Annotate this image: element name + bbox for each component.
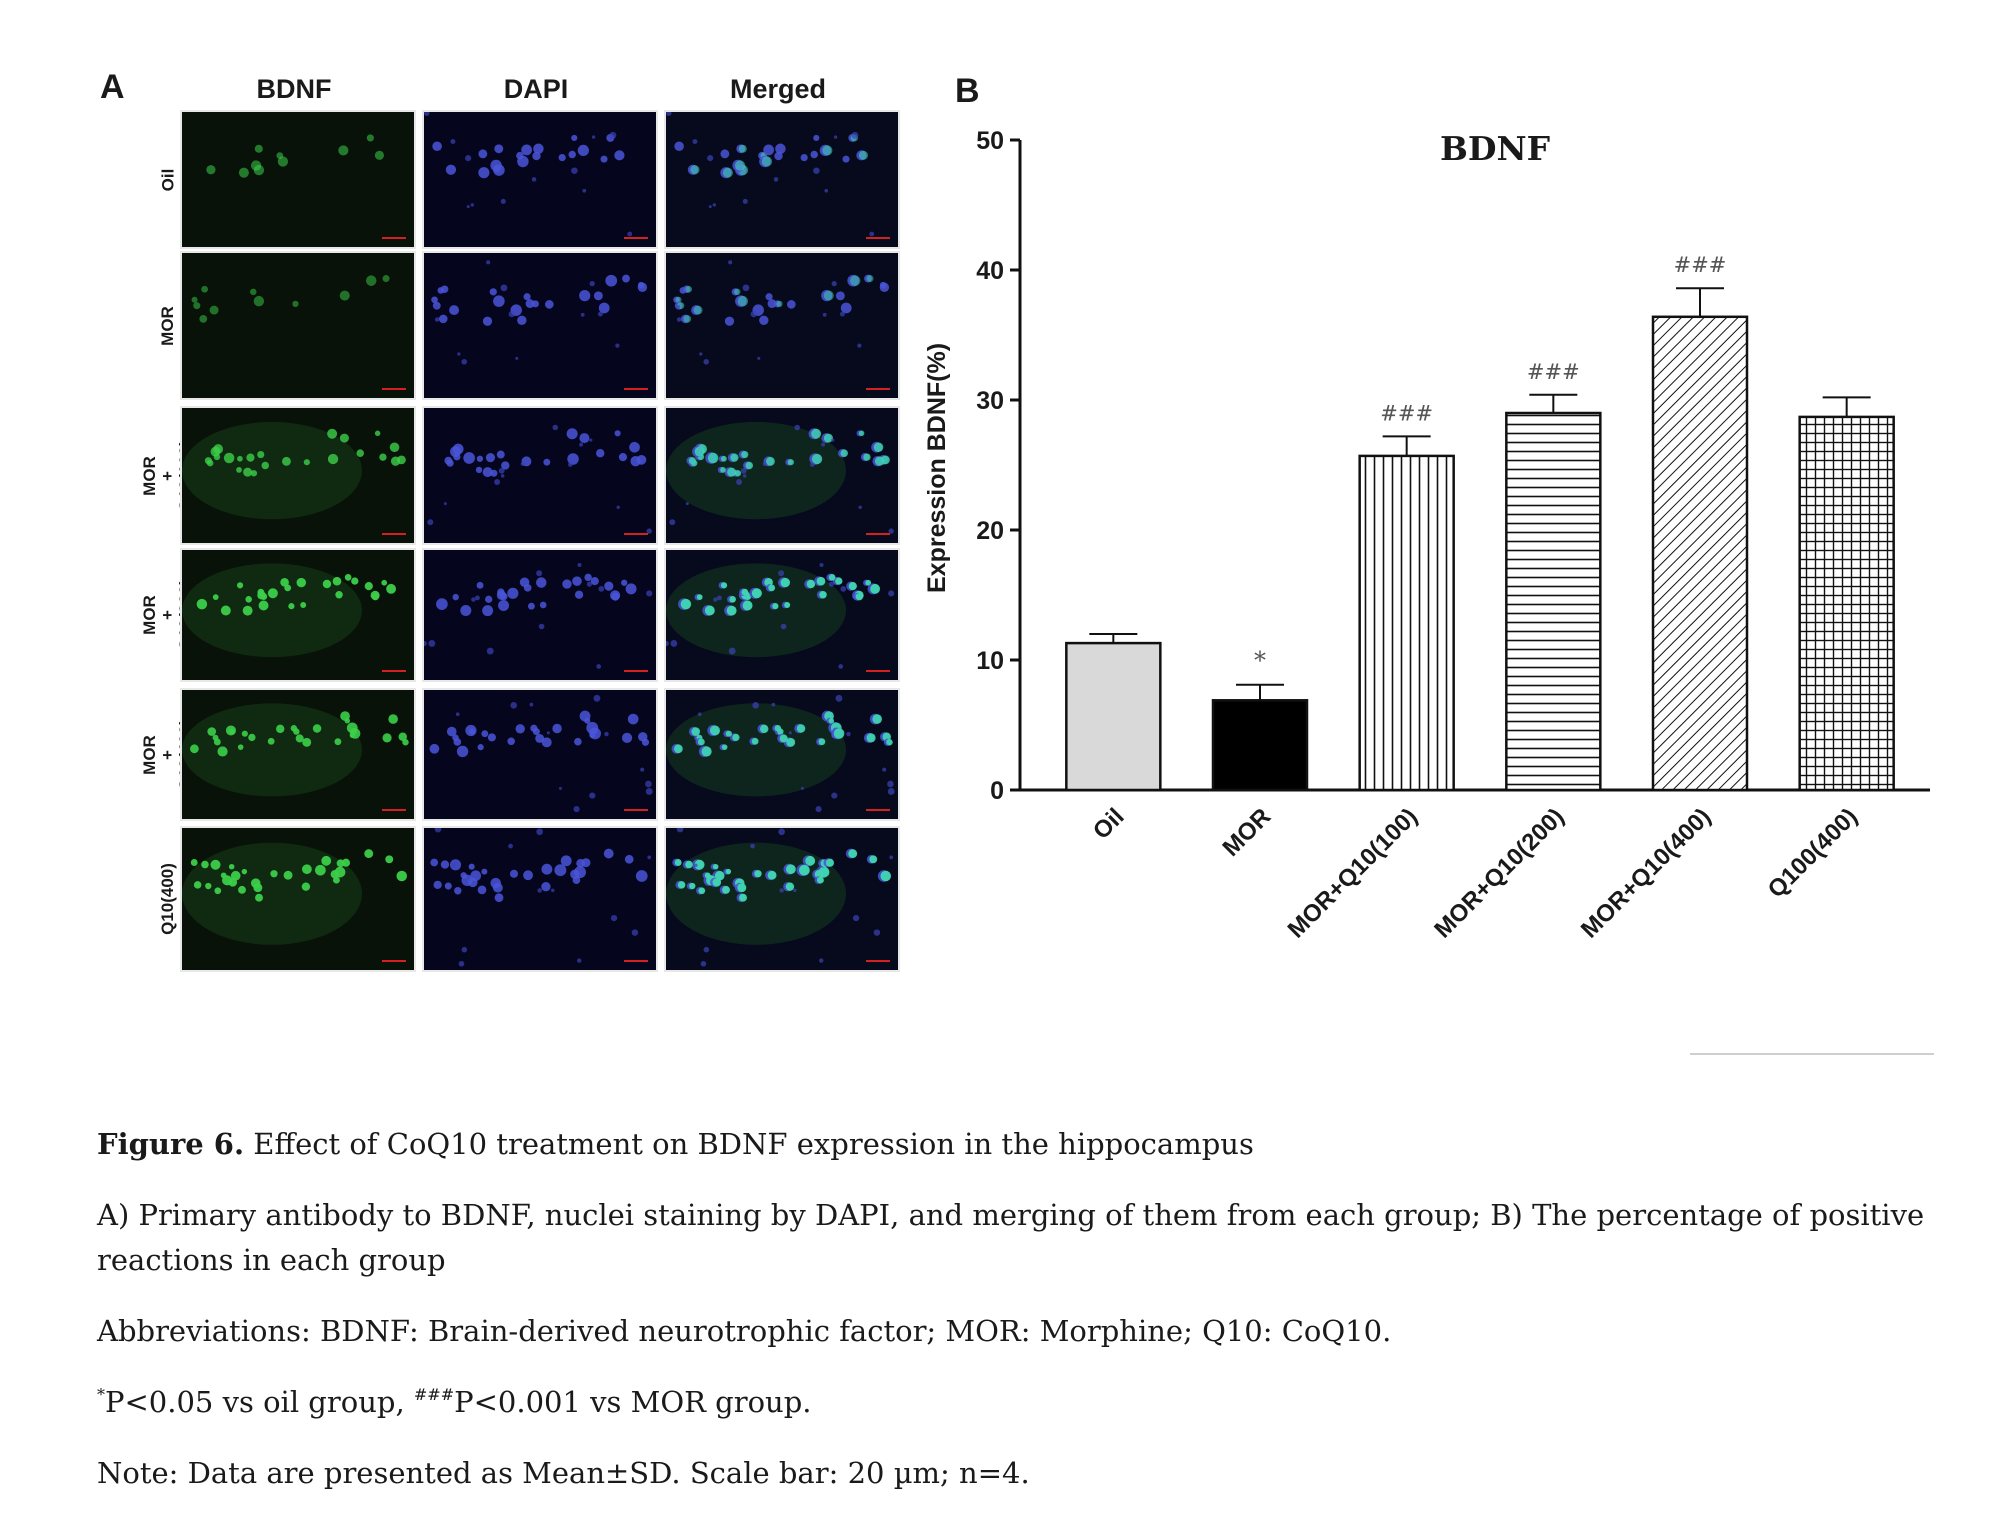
micrograph-dapi-5 (422, 826, 658, 972)
scale-bar (624, 529, 648, 537)
micrograph-dapi-4 (422, 688, 658, 821)
micrograph-bdnf-4 (180, 688, 416, 821)
bar-5 (1798, 415, 1895, 792)
scale-bar (866, 529, 890, 537)
panel-b-letter: B (955, 72, 980, 110)
caption-abbreviations: Abbreviations: BDNF: Brain-derived neuro… (97, 1314, 1392, 1348)
x-tick-label: Q100(400) (1763, 803, 1863, 903)
divider-line (1690, 1053, 1934, 1055)
caption-description: A) Primary antibody to BDNF, nuclei stai… (97, 1198, 1925, 1277)
scale-bar (866, 666, 890, 674)
micrograph-merged-0 (664, 110, 900, 249)
row-label-2: MOR + Q10(100) (140, 440, 195, 512)
chart-axes: 0 10 20 30 40 50 (976, 127, 1930, 805)
column-header-bdnf: BDNF (256, 74, 332, 104)
scale-bar (382, 666, 406, 674)
bar-1 (1211, 699, 1309, 792)
y-tick-label: 30 (976, 387, 1004, 415)
micrograph-bdnf-1 (180, 251, 416, 400)
x-tick-label: MOR (1218, 803, 1277, 862)
row-label-5: Q10(400) (158, 863, 178, 935)
micrograph-bdnf-2 (180, 406, 416, 545)
y-tick-label: 10 (976, 647, 1004, 675)
micrograph-bdnf-3 (180, 548, 416, 682)
column-header-dapi: DAPI (503, 74, 569, 104)
micrograph-merged-2 (664, 406, 900, 545)
sig-star: * (97, 1385, 105, 1404)
significance-label: ### (1527, 360, 1580, 384)
bar-3 (1505, 411, 1602, 792)
significance-label: ### (1674, 253, 1727, 277)
sig-text-2: P<0.001 vs MOR group. (454, 1385, 812, 1419)
y-axis-label: Expression BDNF(%) (923, 343, 951, 593)
micrograph-dapi-1 (422, 251, 658, 400)
row-label-0: Oil (158, 168, 178, 191)
row-label-3: MOR + Q10(200) (140, 579, 195, 651)
micrograph-merged-1 (664, 251, 900, 400)
bdnf-bar-chart: BDNF Expression BDNF(%) 0 10 20 30 40 50 Oil *… (923, 127, 1930, 943)
scale-bar (624, 666, 648, 674)
micrograph-merged-5 (664, 826, 900, 972)
scale-bar (866, 805, 890, 813)
scale-bar (624, 233, 648, 241)
column-header-merged: Merged (729, 74, 827, 104)
x-tick-label: MOR+Q10(400) (1576, 803, 1716, 943)
scale-bar (382, 233, 406, 241)
micrograph-dapi-3 (422, 548, 658, 682)
significance-label: * (1254, 647, 1266, 675)
scale-bar (624, 384, 648, 392)
micrograph-bdnf-5 (180, 826, 416, 972)
bar-2 (1358, 454, 1455, 792)
y-tick-label: 20 (976, 517, 1004, 545)
sig-text-1: P<0.05 vs oil group, (105, 1385, 414, 1419)
panel-a-letter: A (100, 68, 125, 106)
chart-bars: Oil * MOR ### MOR+Q10(100) ### MOR+Q10(200) ###… (1065, 253, 1895, 943)
micrograph-merged-4 (664, 688, 900, 821)
scale-bar (866, 956, 890, 964)
micrograph-dapi-0 (422, 110, 658, 249)
scale-bar (624, 805, 648, 813)
x-tick-label: MOR+Q10(200) (1429, 803, 1569, 943)
figure-caption: Figure 6. Effect of CoQ10 treatment on B… (97, 1122, 1977, 1522)
bar-0 (1065, 641, 1162, 792)
y-tick-label: 40 (976, 257, 1004, 285)
chart-title: BDNF (1440, 129, 1550, 168)
micrograph-dapi-2 (422, 406, 658, 545)
scale-bar (866, 384, 890, 392)
significance-label: ### (1380, 401, 1433, 425)
bar-4 (1651, 315, 1749, 792)
micrograph-merged-3 (664, 548, 900, 682)
x-tick-label: Oil (1088, 803, 1130, 845)
caption-title-line: Figure 6. Effect of CoQ10 treatment on B… (97, 1122, 1977, 1167)
y-tick-label: 50 (976, 127, 1004, 155)
figure-label: Figure 6. (97, 1127, 245, 1161)
x-tick-label: MOR+Q10(100) (1283, 803, 1423, 943)
figure-title: Effect of CoQ10 treatment on BDNF expres… (244, 1127, 1254, 1161)
scale-bar (866, 233, 890, 241)
y-tick-label: 0 (990, 777, 1004, 805)
scale-bar (382, 384, 406, 392)
caption-note: Note: Data are presented as Mean±SD. Sca… (97, 1456, 1030, 1490)
row-label-4: MOR + Q10(400) (140, 719, 195, 791)
scale-bar (382, 956, 406, 964)
sig-hash: ### (413, 1385, 455, 1404)
caption-significance: *P<0.05 vs oil group, ###P<0.001 vs MOR … (97, 1380, 1977, 1425)
row-label-1: MOR (158, 305, 178, 346)
scale-bar (382, 529, 406, 537)
micrograph-bdnf-0 (180, 110, 416, 249)
panel-a-micrographs: A BDNF DAPI Merged Oil MOR MOR + Q10(100) M… (0, 0, 920, 1000)
scale-bar (624, 956, 648, 964)
scale-bar (382, 805, 406, 813)
